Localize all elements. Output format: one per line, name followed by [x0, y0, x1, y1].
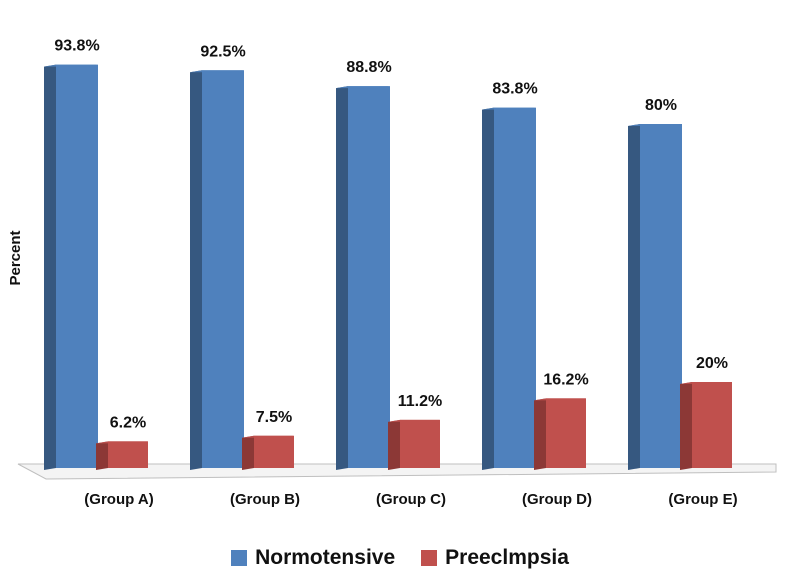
bar-normotensive-group-d: [494, 107, 536, 468]
bar-preeclmpsia-group-b-side: [242, 435, 254, 470]
bar-preeclmpsia-group-a-top: [96, 441, 148, 444]
bar-normotensive-group-c: [348, 86, 390, 468]
legend-item-preeclmpsia: Preeclmpsia: [421, 546, 569, 570]
data-label-normotensive-group-d: 83.8%: [492, 81, 537, 98]
bar-normotensive-group-e-side: [628, 124, 640, 470]
bar-preeclmpsia-group-d: [546, 398, 586, 468]
bar-normotensive-group-a-top: [44, 64, 98, 67]
data-label-preeclmpsia-group-d: 16.2%: [543, 371, 588, 388]
bar-preeclmpsia-group-e: [692, 382, 732, 468]
bar-preeclmpsia-group-a-side: [96, 441, 108, 470]
bar-normotensive-group-e-top: [628, 124, 682, 126]
data-label-normotensive-group-e: 80%: [645, 97, 677, 114]
bar-preeclmpsia-group-b: [254, 435, 294, 468]
bar-normotensive-group-a: [56, 64, 98, 468]
bar-preeclmpsia-group-c-top: [388, 419, 440, 422]
bar-normotensive-group-d-top: [482, 107, 536, 110]
data-label-preeclmpsia-group-a: 6.2%: [110, 414, 146, 431]
data-label-preeclmpsia-group-e: 20%: [696, 355, 728, 372]
legend: Normotensive Preeclmpsia: [0, 540, 800, 576]
bar-preeclmpsia-group-a: [108, 441, 148, 468]
legend-swatch-preeclmpsia: [421, 550, 438, 566]
legend-label-preeclmpsia: Preeclmpsia: [445, 546, 569, 569]
data-label-normotensive-group-c: 88.8%: [346, 59, 391, 76]
bar-preeclmpsia-group-e-side: [680, 382, 692, 470]
data-label-preeclmpsia-group-b: 7.5%: [256, 409, 292, 426]
bars-group: [44, 64, 732, 470]
bar-normotensive-group-d-side: [482, 107, 494, 470]
bar-normotensive-group-c-top: [336, 86, 390, 89]
bar-preeclmpsia-group-b-top: [242, 435, 294, 438]
bar-preeclmpsia-group-c-side: [388, 419, 400, 470]
bar-preeclmpsia-group-c: [400, 419, 440, 468]
bar-preeclmpsia-group-d-top: [534, 398, 586, 401]
value-labels-group: 93.8% 6.2% 92.5% 7.5% 88.8% 11.2% 83.8% 16.2% 80…: [54, 38, 728, 432]
legend-item-normotensive: Normotensive: [231, 546, 395, 570]
legend-label-normotensive: Normotensive: [255, 546, 396, 569]
x-tick-group-c: (Group C): [376, 491, 446, 508]
data-label-normotensive-group-a: 93.8%: [54, 38, 99, 55]
bar-preeclmpsia-group-e-top: [680, 382, 732, 384]
bar-normotensive-group-b-side: [190, 70, 202, 470]
bar-normotensive-group-b: [202, 70, 244, 468]
x-tick-group-a: (Group A): [84, 491, 153, 508]
bar-normotensive-group-a-side: [44, 64, 56, 470]
bar-normotensive-group-e: [640, 124, 682, 468]
data-label-preeclmpsia-group-c: 11.2%: [398, 393, 442, 410]
y-axis-label: Percent: [7, 230, 24, 285]
x-tick-labels-group: (Group A) (Group B) (Group C) (Group D) (Gro…: [84, 491, 737, 508]
bar-preeclmpsia-group-d-side: [534, 398, 546, 470]
x-tick-group-d: (Group D): [522, 491, 592, 508]
data-label-normotensive-group-b: 92.5%: [200, 43, 245, 60]
x-tick-group-b: (Group B): [230, 491, 300, 508]
bar-normotensive-group-c-side: [336, 86, 348, 470]
x-tick-group-e: (Group E): [668, 491, 737, 508]
legend-swatch-normotensive: [231, 550, 248, 566]
bar-normotensive-group-b-top: [190, 70, 244, 73]
